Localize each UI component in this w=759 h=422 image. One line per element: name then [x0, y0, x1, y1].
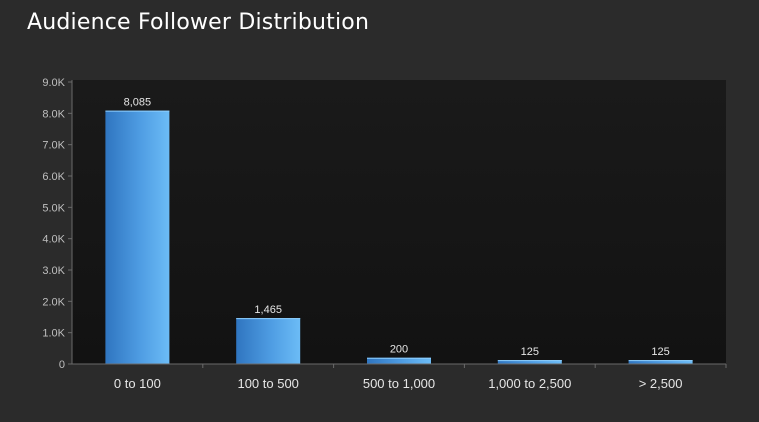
- y-axis: 0 1.0K 2.0K 3.0K 4.0K 5.0K 6.0K 7.0K 8.0K 9.0K: [42, 77, 73, 371]
- bar: [367, 357, 431, 364]
- y-tick-label: 4.0K: [42, 234, 65, 246]
- x-tick-label: 100 to 500: [237, 376, 298, 391]
- plot-area: [72, 80, 726, 364]
- y-tick-label: 9.0K: [42, 77, 65, 89]
- bar: [105, 110, 170, 364]
- bars: 8,085 1,465 200 125 125: [105, 97, 693, 364]
- y-tick-label: 5.0K: [42, 202, 65, 214]
- data-label: 8,085: [124, 97, 152, 109]
- bar: [628, 360, 693, 364]
- data-label: 200: [390, 344, 408, 356]
- y-tick-label: 0: [59, 359, 65, 371]
- x-axis: 0 to 100 100 to 500 500 to 1,000 1,000 to 2…: [72, 363, 727, 391]
- x-tick-label: 0 to 100: [114, 376, 161, 391]
- x-tick-label: > 2,500: [639, 376, 683, 391]
- y-tick-label: 3.0K: [42, 265, 65, 277]
- y-tick-label: 8.0K: [42, 108, 65, 120]
- data-label: 125: [651, 346, 669, 358]
- chart-title: Audience Follower Distribution: [27, 10, 370, 35]
- x-tick-label: 500 to 1,000: [363, 376, 435, 391]
- bar: [236, 318, 301, 364]
- y-tick-label: 2.0K: [42, 296, 65, 308]
- data-label: 125: [521, 346, 539, 358]
- data-label: 1,465: [254, 304, 282, 316]
- y-tick-label: 1.0K: [42, 328, 65, 340]
- y-tick-label: 6.0K: [42, 171, 65, 183]
- bar: [497, 360, 562, 364]
- y-tick-label: 7.0K: [42, 140, 65, 152]
- x-tick-label: 1,000 to 2,500: [488, 376, 571, 391]
